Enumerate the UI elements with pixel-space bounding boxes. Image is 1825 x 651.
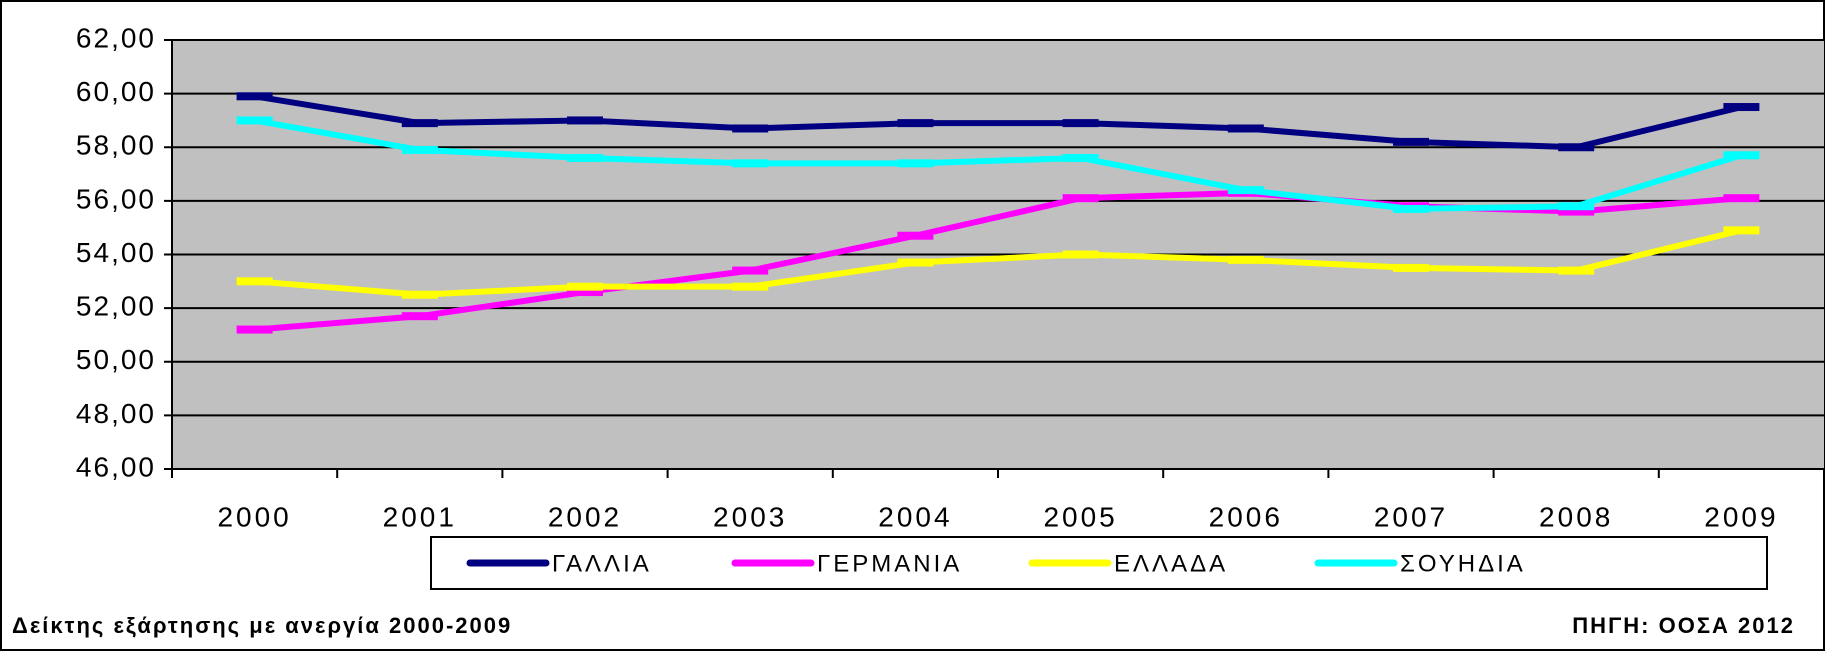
series-marker (236, 92, 273, 101)
footer-left: Δείκτης εξάρτησης με ανεργία 2000-2009 (12, 613, 512, 638)
series-line (254, 93, 1743, 151)
series-marker (1062, 153, 1099, 162)
series-marker (236, 325, 273, 334)
legend-label: ΕΛΛΑΔΑ (1114, 550, 1228, 577)
series-marker (1393, 137, 1429, 146)
series-marker (732, 282, 769, 291)
x-tick-label: 2005 (1043, 501, 1117, 532)
series-line (254, 117, 1743, 212)
y-tick-label: 50,00 (76, 344, 156, 375)
y-tick-label: 62,00 (76, 22, 156, 53)
series-marker (567, 153, 603, 162)
series-marker (401, 145, 438, 154)
series-marker (897, 159, 934, 168)
y-tick-label: 58,00 (76, 130, 156, 161)
legend-label: ΣΟΥΗΔΙΑ (1400, 550, 1526, 577)
y-tick-label: 54,00 (76, 237, 156, 268)
x-tick-label: 2009 (1704, 501, 1778, 532)
series-marker (1558, 207, 1595, 216)
y-tick-label: 52,00 (76, 291, 156, 322)
series-marker (1723, 151, 1760, 160)
series-marker (1558, 143, 1595, 152)
x-tick-label: 2008 (1539, 501, 1613, 532)
x-tick-label: 2000 (217, 501, 291, 532)
footer-right: ΠΗΓΗ: ΟΟΣΑ 2012 (1572, 613, 1795, 638)
x-tick-label: 2002 (548, 501, 622, 532)
legend-label: ΓΑΛΛΙΑ (552, 550, 652, 577)
series-marker (401, 290, 438, 299)
series-marker (732, 266, 769, 275)
series-marker (401, 312, 438, 321)
series-marker (1393, 204, 1429, 213)
series-marker (732, 124, 769, 133)
y-tick-label: 56,00 (76, 183, 156, 214)
series-marker (401, 119, 438, 128)
series-marker (1062, 194, 1099, 203)
series-marker (1723, 226, 1760, 235)
series-marker (897, 231, 934, 240)
series-marker (1558, 266, 1595, 275)
series-marker (1062, 250, 1099, 259)
x-tick-label: 2004 (878, 501, 952, 532)
series-marker (236, 277, 273, 286)
series-marker (567, 288, 603, 297)
series-marker (1723, 103, 1760, 112)
series-marker (1227, 124, 1264, 133)
y-tick-label: 48,00 (76, 398, 156, 429)
series-marker (567, 282, 603, 291)
series-marker (1062, 119, 1099, 128)
series-line (254, 227, 1743, 298)
series-marker (567, 116, 603, 125)
x-tick-label: 2006 (1209, 501, 1283, 532)
series-marker (732, 159, 769, 168)
legend-label: ΓΕΡΜΑΝΙΑ (817, 550, 962, 577)
series-marker (897, 119, 934, 128)
x-tick-label: 2003 (713, 501, 787, 532)
y-tick-label: 46,00 (76, 451, 156, 482)
series-marker (1723, 194, 1760, 203)
series-marker (1227, 186, 1264, 195)
series-marker (897, 258, 934, 267)
x-tick-label: 2001 (383, 501, 457, 532)
series-marker (236, 116, 273, 125)
series-marker (1227, 255, 1264, 264)
series-marker (1558, 202, 1595, 211)
series-marker (1393, 263, 1429, 272)
x-tick-label: 2007 (1374, 501, 1448, 532)
y-tick-label: 60,00 (76, 76, 156, 107)
